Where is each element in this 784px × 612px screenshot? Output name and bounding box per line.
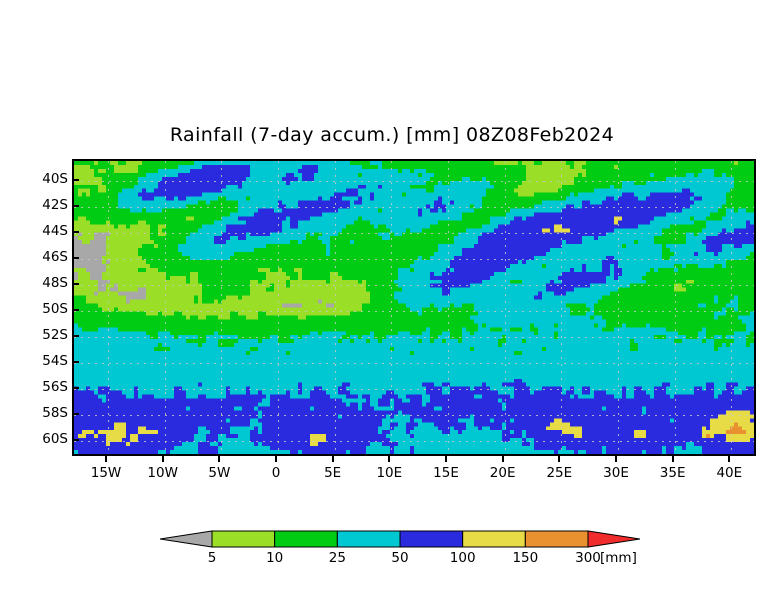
colorbar-tick-label: 5 bbox=[207, 550, 217, 566]
y-tick-mark bbox=[72, 230, 79, 233]
y-tick-label: 54S bbox=[42, 352, 68, 369]
rainfall-heatmap-canvas bbox=[74, 161, 754, 454]
y-tick-label: 60S bbox=[42, 430, 68, 447]
x-tick-mark bbox=[445, 455, 447, 462]
y-tick-mark bbox=[72, 412, 79, 415]
x-tick-mark bbox=[105, 455, 107, 462]
y-tick-mark bbox=[72, 282, 79, 285]
x-tick-mark bbox=[558, 455, 561, 462]
colorbar-tick-label: 300 bbox=[575, 550, 601, 566]
x-axis: 15W 10W 5W 0 5E 10E 15E 20E 25E 30E 35E 40E bbox=[72, 455, 756, 481]
x-tick-mark bbox=[388, 455, 391, 462]
y-tick-mark bbox=[72, 308, 79, 311]
x-tick-mark bbox=[275, 455, 277, 462]
y-tick-label: 42S bbox=[42, 196, 68, 213]
x-tick-label: 15W bbox=[90, 465, 122, 481]
x-tick-mark bbox=[728, 455, 731, 462]
x-tick-mark bbox=[671, 455, 674, 462]
colorbar-tick-label: 10 bbox=[266, 550, 284, 566]
x-tick-label: 25E bbox=[546, 465, 573, 481]
colorbar-tick-label: 25 bbox=[328, 550, 346, 566]
y-tick-mark bbox=[72, 178, 79, 181]
y-tick-mark bbox=[72, 256, 79, 259]
x-tick-label: 0 bbox=[271, 465, 281, 481]
page-title: Rainfall (7-day accum.) [mm] 08Z08Feb202… bbox=[169, 124, 615, 146]
x-tick-label: 15E bbox=[433, 465, 459, 481]
x-tick-label: 35E bbox=[659, 465, 686, 481]
y-tick-label: 56S bbox=[42, 378, 68, 395]
y-tick-mark bbox=[72, 386, 79, 389]
colorbar-tick-label: 100 bbox=[449, 550, 476, 566]
y-tick-mark bbox=[72, 438, 79, 441]
x-tick-mark bbox=[331, 455, 334, 462]
x-tick-label: 10E bbox=[376, 465, 403, 481]
y-axis: 40S 42S 44S 46S 48S 50S 52S 54S 56S 58S 60S bbox=[14, 159, 68, 452]
y-tick-mark bbox=[72, 334, 79, 337]
y-tick-label: 40S bbox=[42, 170, 68, 187]
colorbar-tick-label: 50 bbox=[391, 550, 409, 566]
x-tick-label: 5E bbox=[324, 465, 342, 481]
x-tick-mark bbox=[161, 455, 164, 462]
colorbar-legend[interactable]: [mm] 5 10 25 50 100 150 300 bbox=[160, 528, 640, 574]
y-tick-mark bbox=[72, 204, 79, 207]
x-tick-label: 40E bbox=[716, 465, 743, 481]
x-tick-label: 30E bbox=[603, 465, 629, 481]
x-tick-mark bbox=[501, 455, 504, 462]
x-tick-label: 20E bbox=[489, 465, 516, 481]
y-tick-label: 50S bbox=[42, 300, 68, 317]
y-tick-label: 52S bbox=[42, 326, 68, 343]
x-tick-label: 10W bbox=[147, 465, 178, 481]
x-tick-mark bbox=[218, 455, 221, 462]
colorbar-unit-label: [mm] bbox=[600, 550, 637, 566]
x-tick-label: 5W bbox=[208, 465, 231, 481]
y-tick-label: 48S bbox=[42, 274, 68, 291]
y-tick-label: 44S bbox=[42, 222, 68, 239]
colorbar-tick-label: 150 bbox=[512, 550, 539, 566]
colorbar-swatches bbox=[160, 530, 640, 548]
x-tick-mark bbox=[615, 455, 617, 462]
y-tick-label: 46S bbox=[42, 248, 68, 265]
y-tick-mark bbox=[72, 360, 79, 363]
map-plot-area[interactable] bbox=[72, 159, 756, 456]
y-tick-label: 58S bbox=[42, 404, 68, 421]
